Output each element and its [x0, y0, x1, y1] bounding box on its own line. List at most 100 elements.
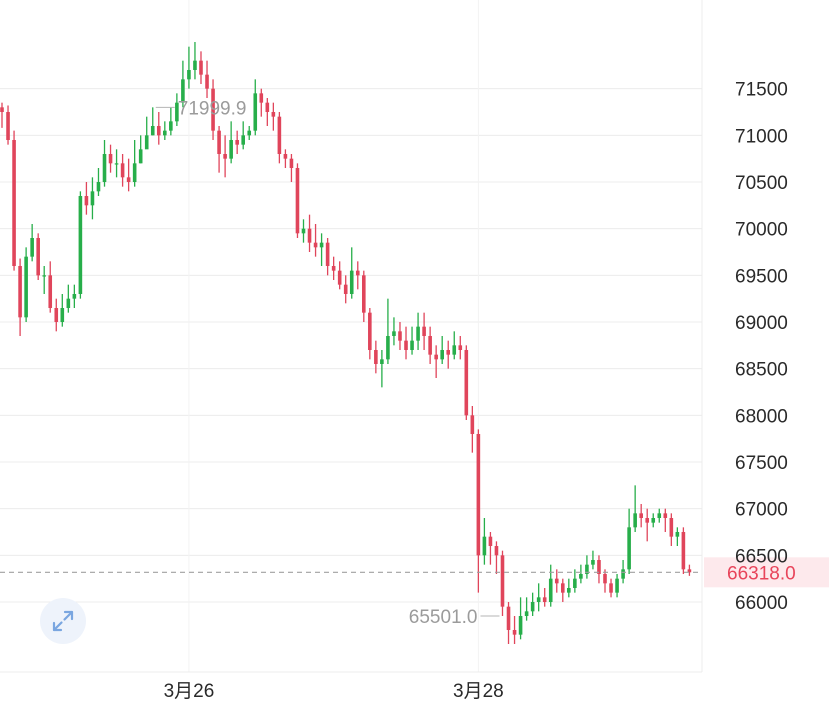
candle-body	[645, 518, 650, 523]
y-tick-label: 70500	[735, 173, 788, 194]
candle	[223, 135, 227, 178]
candle-body	[126, 177, 131, 182]
candle	[440, 336, 444, 364]
candle-body	[380, 359, 384, 364]
candle	[72, 284, 77, 308]
candle-body	[524, 611, 529, 616]
fullscreen-button[interactable]	[40, 598, 86, 644]
candle-body	[42, 275, 47, 277]
candle-body	[488, 536, 493, 546]
candle	[410, 326, 414, 355]
candle-body	[567, 588, 571, 593]
candle	[163, 121, 167, 140]
candle-body	[169, 121, 173, 131]
candle-body	[368, 312, 372, 350]
candle-body	[18, 266, 22, 318]
candle-body	[530, 602, 535, 612]
candle	[199, 51, 203, 84]
candle	[355, 261, 360, 290]
y-tick-label: 69500	[735, 266, 788, 287]
candle-body	[265, 102, 270, 112]
candle	[78, 191, 83, 299]
candle	[211, 79, 215, 140]
candle-body	[579, 574, 583, 579]
candle	[84, 182, 89, 215]
candle	[259, 88, 264, 117]
candle-body	[138, 149, 143, 164]
candle	[169, 107, 173, 136]
candle-body	[446, 350, 451, 355]
candle	[175, 93, 179, 126]
candle	[663, 508, 668, 532]
candle	[6, 105, 10, 145]
y-tick-label: 70000	[735, 220, 788, 241]
candle	[205, 60, 209, 98]
y-tick-label: 68000	[735, 406, 788, 427]
candle-body	[24, 256, 28, 318]
candle	[235, 130, 239, 154]
candle	[12, 130, 16, 271]
candle-body	[289, 158, 294, 168]
candle	[494, 541, 499, 574]
candle	[90, 177, 95, 220]
x-tick-label: 3月28	[453, 681, 504, 702]
candle	[560, 578, 565, 602]
candle	[362, 270, 366, 322]
candle-body	[349, 270, 354, 294]
candle	[36, 233, 40, 280]
candle-body	[235, 140, 239, 145]
candle	[48, 261, 53, 313]
candle	[651, 513, 656, 528]
candle	[217, 126, 221, 173]
candle	[627, 508, 631, 574]
expand-arrows-icon	[52, 610, 74, 632]
candle-body	[175, 102, 179, 122]
candle-body	[199, 60, 203, 75]
candle-body	[54, 308, 59, 322]
candle-body	[410, 340, 414, 350]
candle	[96, 168, 101, 196]
y-tick-label: 66000	[735, 593, 788, 614]
candle	[283, 149, 288, 168]
candle-body	[60, 308, 65, 322]
candle	[458, 336, 463, 360]
candle	[573, 569, 577, 593]
candle-body	[615, 578, 619, 593]
candle-body	[319, 242, 324, 248]
candle	[325, 238, 330, 276]
candle	[585, 555, 589, 579]
candle-body	[548, 578, 553, 602]
candle-body	[223, 154, 227, 159]
candle-body	[66, 298, 71, 308]
candle-body	[331, 266, 336, 271]
candle	[669, 513, 674, 546]
candle	[380, 350, 384, 388]
y-tick-label: 69000	[735, 313, 788, 334]
candle-body	[163, 130, 167, 136]
candle	[434, 345, 438, 378]
candle-body	[150, 126, 155, 136]
candle-body	[78, 196, 83, 294]
candle-body	[633, 513, 637, 528]
candle	[524, 597, 529, 621]
candle	[422, 312, 426, 350]
candle	[428, 326, 432, 364]
candle	[144, 116, 149, 150]
candle	[319, 233, 324, 266]
candle-body	[229, 140, 233, 159]
candle-body	[96, 182, 101, 192]
candle	[597, 555, 601, 584]
candle-body	[434, 354, 438, 360]
candle	[500, 550, 505, 616]
candle-body	[458, 345, 463, 350]
candle	[404, 326, 408, 360]
candle-body	[307, 228, 312, 243]
candle-body	[259, 93, 264, 103]
candle-body	[591, 560, 595, 565]
candle-body	[211, 88, 215, 131]
candle	[337, 261, 342, 290]
candle	[24, 247, 28, 322]
y-tick-label: 67500	[735, 453, 788, 474]
candle-body	[144, 135, 149, 150]
